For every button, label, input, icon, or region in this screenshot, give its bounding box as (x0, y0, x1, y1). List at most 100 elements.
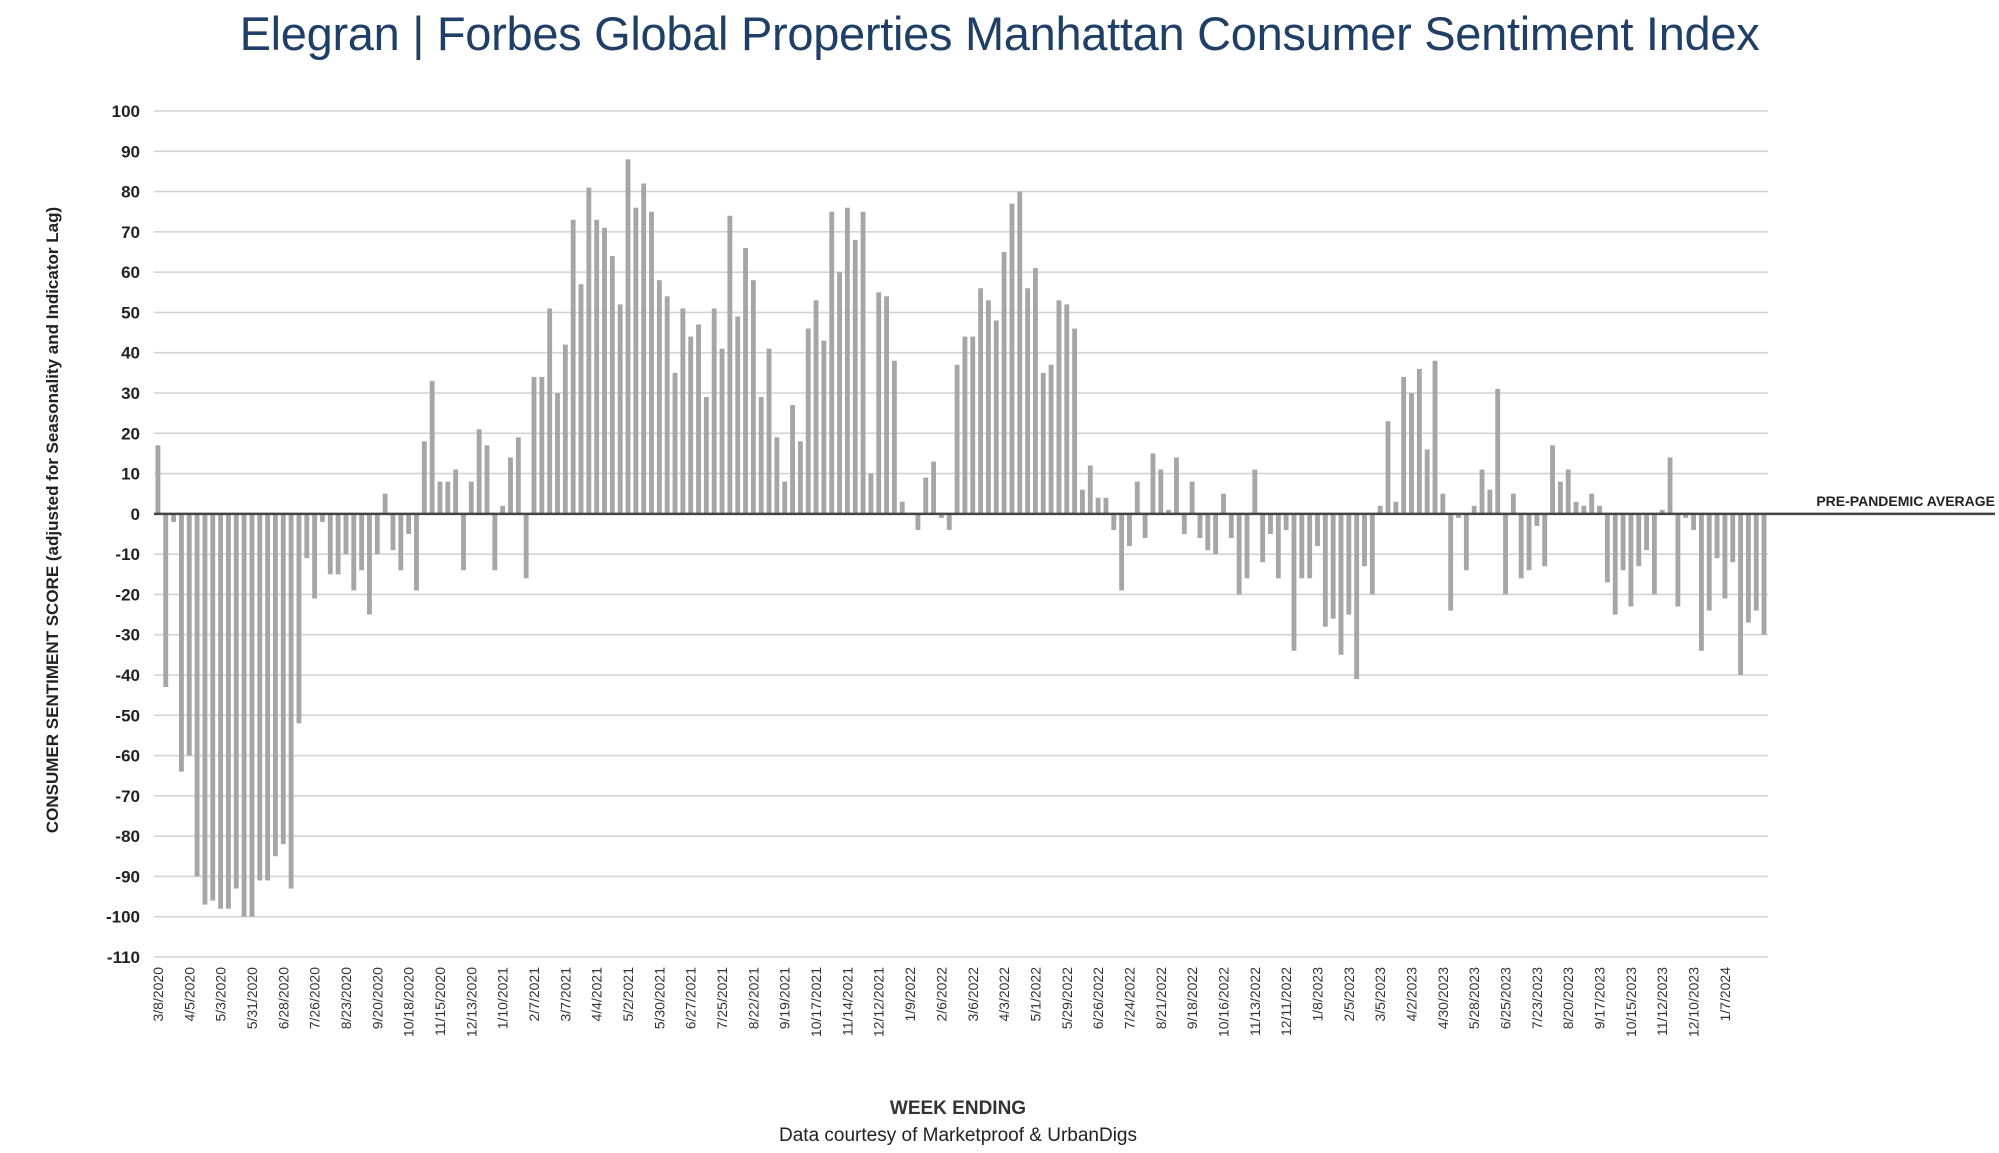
bar (547, 308, 553, 514)
bar (1534, 513, 1540, 526)
bar (233, 513, 239, 889)
bar (633, 207, 639, 514)
bar (664, 296, 670, 514)
bar (1315, 513, 1320, 547)
bar (1283, 513, 1289, 530)
bar (1377, 505, 1383, 514)
x-tick-label: 2/5/2023 (1341, 967, 1357, 1022)
bar (257, 513, 263, 881)
bar (1573, 501, 1579, 514)
bar (1416, 368, 1422, 514)
x-tick-label: 3/5/2023 (1372, 967, 1388, 1022)
bar (1510, 493, 1516, 514)
bar (578, 284, 584, 514)
bar (1612, 513, 1618, 615)
bar (1252, 469, 1258, 514)
bar (1017, 191, 1023, 514)
bar (1181, 513, 1187, 534)
bar (1228, 513, 1234, 539)
bar (1706, 513, 1712, 611)
x-tick-label: 12/10/2023 (1686, 967, 1702, 1037)
bar (398, 513, 404, 571)
y-tick-label: -30 (115, 626, 140, 645)
bar (1064, 304, 1070, 514)
y-tick-label: -80 (115, 827, 140, 846)
y-tick-label: 60 (121, 263, 140, 282)
bar (962, 336, 968, 514)
x-tick-label: 5/3/2020 (213, 967, 229, 1022)
x-tick-label: 8/20/2023 (1560, 967, 1576, 1029)
bar (210, 513, 216, 901)
bar (461, 513, 466, 571)
bar (1432, 360, 1438, 514)
bar (727, 215, 733, 514)
bar (312, 513, 318, 599)
bar (1628, 513, 1634, 607)
bar (1330, 513, 1336, 619)
bar (978, 288, 984, 514)
bar (1761, 513, 1767, 635)
bar (1174, 457, 1179, 514)
x-tick-label: 7/25/2021 (714, 967, 730, 1029)
bar (429, 380, 435, 514)
x-axis-ticks: 3/8/2020 4/5/2020 5/3/2020 5/31/2020 6/28/20… (150, 967, 1733, 1037)
bar (202, 513, 208, 905)
source-note: Data courtesy of Marketproof & UrbanDigs (779, 1125, 1137, 1146)
bar (288, 513, 294, 889)
chart-title-brand: Elegran | Forbes Global Properties (239, 7, 953, 60)
y-tick-label: 20 (121, 424, 140, 443)
bar (1518, 513, 1524, 579)
x-tick-label: 6/26/2022 (1090, 967, 1106, 1029)
bar (1448, 513, 1454, 611)
bar (711, 308, 717, 514)
y-tick-label: 0 (131, 505, 140, 524)
bar (703, 397, 709, 514)
bar (1495, 388, 1501, 514)
bar (1526, 513, 1532, 571)
bar (1503, 513, 1508, 595)
bar (1644, 513, 1649, 551)
bar (1072, 328, 1078, 514)
bar (296, 513, 302, 724)
bar (1369, 513, 1375, 595)
x-tick-label: 6/28/2020 (275, 967, 291, 1029)
x-tick-label: 7/23/2023 (1529, 967, 1545, 1029)
bar (570, 219, 576, 514)
x-tick-label: 5/31/2020 (244, 967, 260, 1029)
bar (531, 376, 537, 514)
bar (382, 493, 388, 514)
bar (445, 481, 451, 514)
x-tick-label: 3/7/2021 (557, 967, 573, 1022)
bar (1040, 372, 1046, 514)
y-tick-label: 80 (121, 183, 140, 202)
y-tick-label: 10 (121, 465, 140, 484)
x-tick-label: 4/5/2020 (181, 967, 197, 1022)
x-tick-label: 4/30/2023 (1435, 967, 1451, 1029)
bar (1299, 513, 1305, 579)
y-axis-label: CONSUMER SENTIMENT SCORE (adjusted for S… (43, 207, 62, 833)
bar (327, 513, 333, 575)
x-tick-label: 12/12/2021 (871, 967, 887, 1037)
bar (1620, 513, 1626, 571)
bar (813, 300, 819, 514)
bar (273, 513, 278, 857)
bar (829, 211, 835, 514)
bar (280, 513, 286, 845)
x-tick-label: 9/20/2020 (369, 967, 385, 1029)
bar (515, 437, 521, 514)
bar (1362, 513, 1367, 567)
bar (194, 513, 200, 877)
bar (758, 397, 764, 514)
bar (1322, 513, 1328, 627)
bar (1346, 513, 1352, 615)
bar (1338, 513, 1344, 655)
bar (186, 513, 192, 756)
bar (868, 473, 874, 514)
bar (696, 324, 701, 514)
bar (805, 328, 811, 514)
x-tick-label: 6/25/2023 (1498, 967, 1514, 1029)
bar (1275, 513, 1281, 579)
bar (1056, 300, 1062, 514)
chart-title: Elegran | Forbes Global Properties Manha… (0, 6, 1999, 61)
